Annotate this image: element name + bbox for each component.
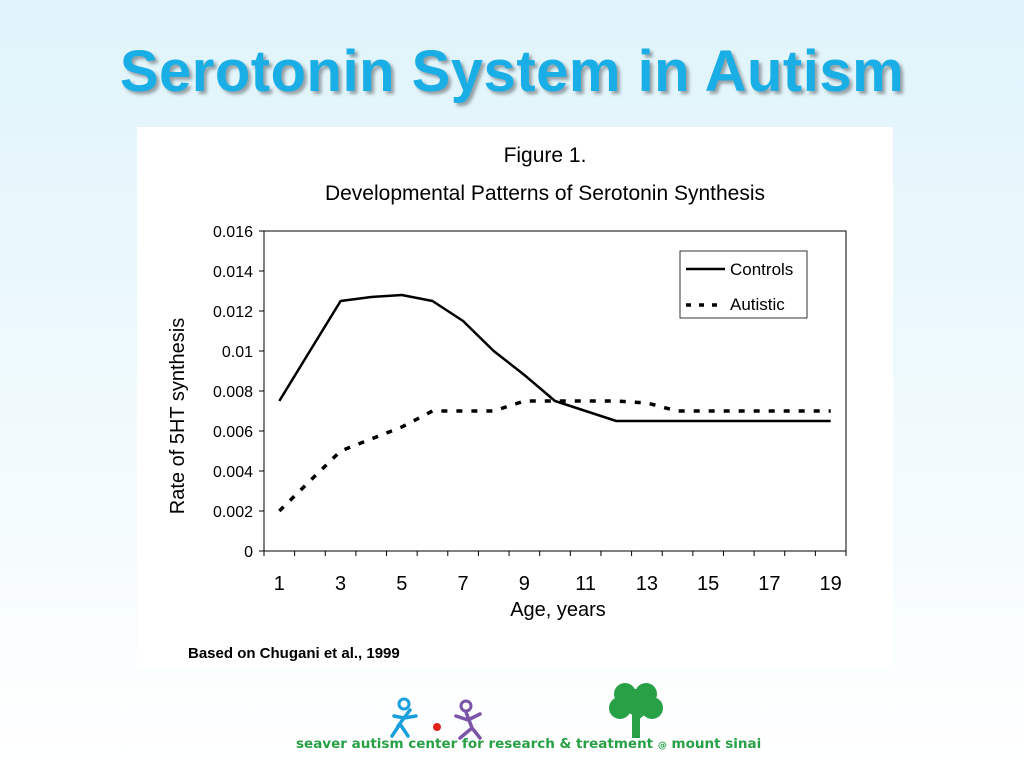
x-tick-label: 13 [636,573,658,595]
x-tick-label: 11 [575,573,596,595]
red-dot-icon [433,723,441,731]
y-tick-label: 0.014 [213,264,253,281]
y-tick-label: 0.01 [222,344,253,361]
seaver-logo: seaver autism center for research & trea… [296,676,761,756]
y-tick-label: 0.012 [213,304,253,321]
x-tick-label: 1 [274,573,285,595]
x-axis-label: Age, years [510,599,606,621]
figure-purple-icon [454,699,482,740]
y-tick-label: 0.008 [213,384,253,401]
figure-blue-icon [390,697,418,738]
y-axis-ticks: 0 0.002 0.004 0.006 0.008 0.01 0.012 0.014 0.016 [213,224,264,561]
x-tick-label: 17 [758,573,780,595]
x-tick-label: 3 [335,573,346,595]
x-tick-label: 5 [396,573,407,595]
logo-text-part1: seaver autism center for research & trea… [296,736,654,752]
series-layer [278,293,831,513]
x-tick-label: 9 [519,573,530,595]
legend-box [679,250,808,319]
x-axis-ticks: 1 3 5 7 9 11 13 15 17 19 [263,551,847,595]
y-tick-label: 0.006 [213,424,253,441]
x-tick-label: 19 [820,573,842,595]
logo-text: seaver autism center for research & trea… [296,736,761,752]
logo-text-at: @ [657,741,667,751]
y-tick-label: 0.002 [213,504,253,521]
legend-controls-label: Controls [730,260,793,279]
legend-autistic-label: Autistic [730,295,785,314]
chart-subtitle: Developmental Patterns of Serotonin Synt… [325,182,765,205]
logo-text-part2: mount sinai [671,736,762,752]
x-tick-label: 15 [697,573,719,595]
y-tick-label: 0 [244,544,253,561]
figure-panel: Figure 1. Developmental Patterns of Sero… [137,127,893,667]
chart-title: Figure 1. [504,144,587,167]
line-chart: Figure 1. Developmental Patterns of Sero… [167,144,847,621]
series-line-controls [278,293,831,423]
y-axis-label: Rate of 5HT synthesis [167,318,189,514]
x-tick-label: 7 [458,573,469,595]
y-tick-label: 0.016 [213,224,253,241]
slide-title: Serotonin System in Autism [119,39,905,104]
tree-icon [609,683,663,738]
y-tick-label: 0.004 [213,464,253,481]
legend: Controls Autistic [679,250,808,319]
citation: Based on Chugani et al., 1999 [188,645,400,662]
series-line-autistic [278,399,831,513]
